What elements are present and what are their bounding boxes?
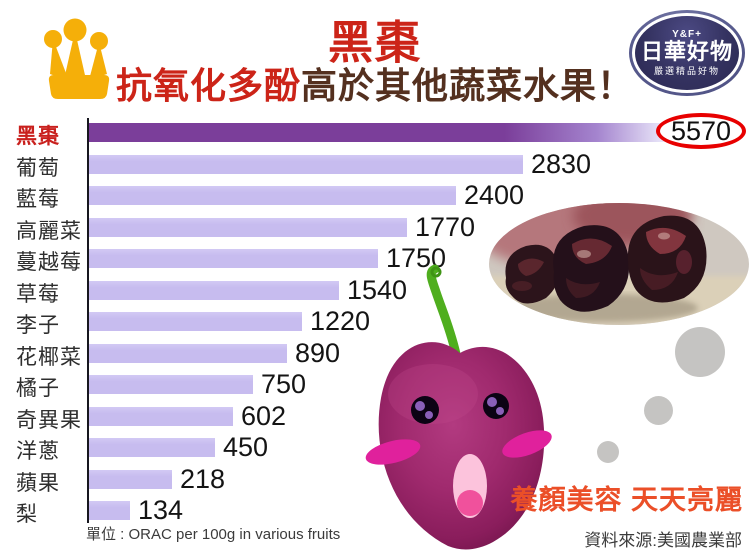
chart-row: 黑棗	[0, 122, 750, 154]
bar-value: 134	[138, 495, 184, 525]
plum-mascot	[365, 264, 552, 550]
logo-initials: Y&F+	[672, 29, 702, 40]
bar	[89, 407, 233, 426]
bar-label: 李子	[16, 314, 60, 337]
chart-row: 李子 1220	[0, 306, 750, 343]
bar	[89, 123, 666, 142]
logo-name: 日華好物	[640, 39, 733, 64]
highlight-value-circle: 5570	[656, 113, 746, 149]
chart-axis-line	[87, 118, 89, 523]
subtitle-rest: 高於其他蔬菜水果！	[301, 65, 635, 106]
chart-row: 蔓越莓 1750	[0, 243, 750, 280]
bar-label: 高麗菜	[16, 220, 82, 243]
bar-value: 218	[180, 464, 226, 494]
chart-row: 花椰菜 890	[0, 338, 750, 375]
chart-row: 蘋果 218	[0, 464, 750, 501]
crown-icon	[44, 18, 110, 99]
bar	[89, 218, 407, 237]
bar-label: 奇異果	[16, 409, 82, 432]
subtitle-highlight: 抗氧化多酚	[115, 65, 301, 106]
thought-bubble-large	[675, 327, 725, 377]
bar	[89, 281, 339, 300]
slogan-text: 養顏美容 天天亮麗	[510, 485, 743, 515]
bar-label: 橘子	[16, 377, 60, 400]
unit-note: 單位 : ORAC per 100g in various fruits	[86, 526, 341, 543]
bar	[89, 344, 287, 363]
bar-value: 1770	[415, 212, 476, 242]
eyes	[411, 393, 509, 424]
chart-row: 洋蔥 450	[0, 432, 750, 469]
bar-value: 750	[261, 369, 307, 399]
bar-label: 草莓	[16, 283, 60, 306]
bar-value: 2830	[531, 149, 592, 179]
bar-chart: 黑棗葡萄 2830 藍莓 2400 高麗菜 1770 蔓越莓 1750 草莓 1540 李子 1220…	[0, 118, 750, 528]
logo-tagline: 嚴選精品好物	[653, 66, 720, 76]
bar-label: 梨	[16, 503, 38, 526]
bar-value: 602	[241, 401, 287, 431]
bar-label: 花椰菜	[16, 346, 82, 369]
brand-logo: Y&F+ 日華好物 嚴選精品好物	[629, 10, 745, 96]
bar-label: 藍莓	[16, 188, 60, 211]
chart-row: 藍莓 2400	[0, 180, 750, 217]
chart-row: 橘子 750	[0, 369, 750, 406]
bar	[89, 186, 456, 205]
stem	[426, 264, 461, 359]
chart-row: 奇異果 602	[0, 401, 750, 438]
bar	[89, 438, 215, 457]
thought-bubble-small	[597, 441, 619, 463]
bar	[89, 249, 378, 268]
bar	[89, 375, 253, 394]
page-title: 黑棗	[327, 17, 422, 68]
source-note: 資料來源:美國農業部	[584, 531, 742, 550]
thought-bubble-medium	[644, 396, 673, 425]
bar	[89, 470, 172, 489]
bar-value: 890	[295, 338, 341, 368]
bar-value: 450	[223, 432, 269, 462]
chart-row: 葡萄 2830	[0, 149, 750, 186]
brand-logo-inner: Y&F+ 日華好物 嚴選精品好物	[632, 13, 742, 93]
prunes-photo	[489, 203, 749, 325]
bar-label: 黑棗	[16, 125, 60, 148]
highlight-value: 5570	[670, 115, 732, 146]
bar-label: 蔓越莓	[16, 251, 82, 274]
bar	[89, 155, 523, 174]
chart-row: 梨 134	[0, 495, 750, 532]
bar-value: 1220	[310, 306, 371, 336]
chart-row: 高麗菜 1770	[0, 212, 750, 249]
bar-label: 蘋果	[16, 472, 60, 495]
bar-value: 1540	[347, 275, 408, 305]
bar-label: 洋蔥	[16, 440, 60, 463]
page-subtitle: 抗氧化多酚高於其他蔬菜水果！	[0, 57, 750, 109]
bar	[89, 501, 130, 520]
chart-row: 草莓 1540	[0, 275, 750, 312]
bar-label: 葡萄	[16, 157, 60, 180]
bar-value: 2400	[464, 180, 525, 210]
bar	[89, 312, 302, 331]
